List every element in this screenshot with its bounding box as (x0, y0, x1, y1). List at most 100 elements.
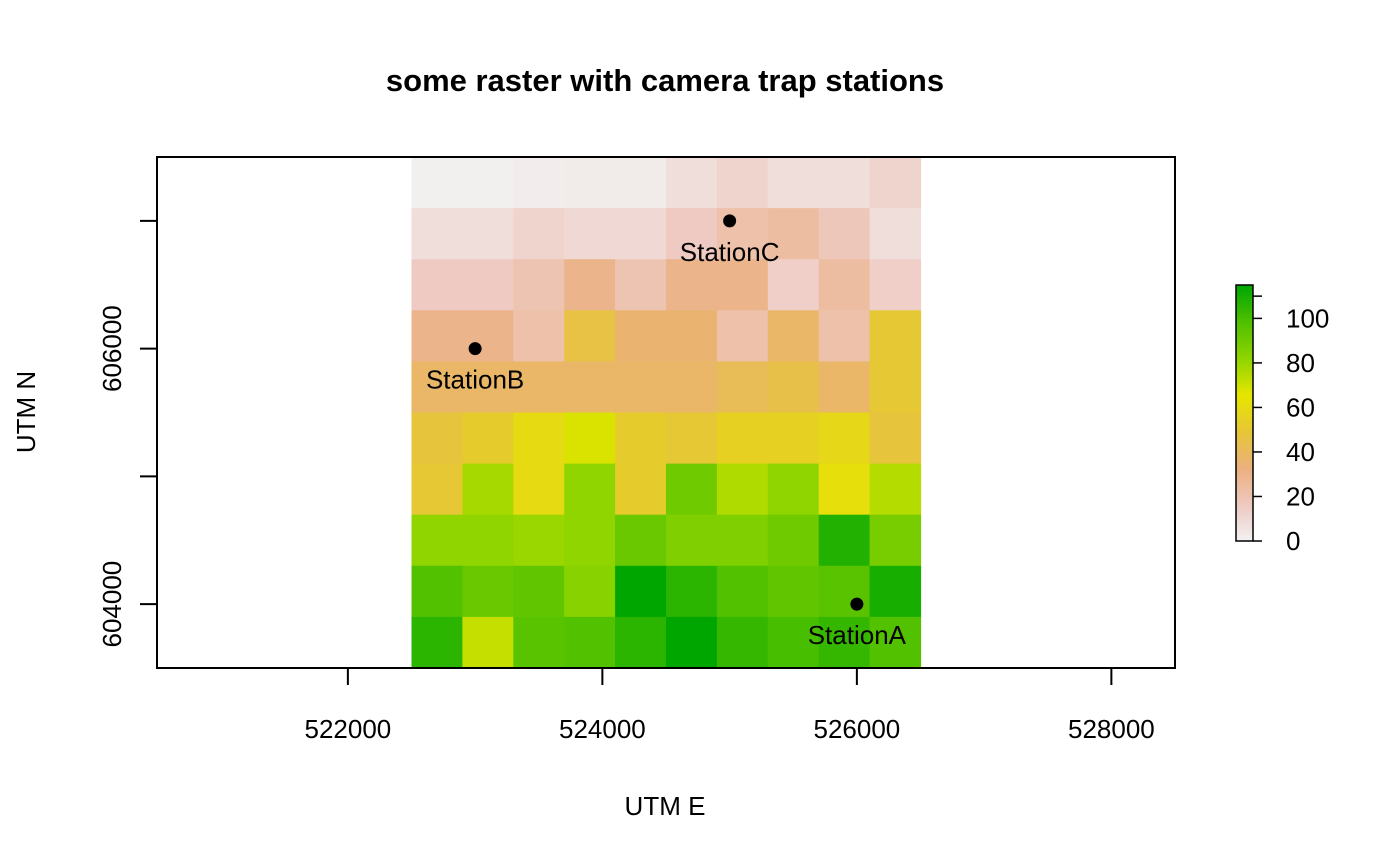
raster-cell (716, 259, 769, 311)
raster-cell (411, 208, 463, 260)
legend-swatch (1236, 387, 1253, 391)
raster-cell (564, 616, 616, 669)
legend-swatch (1236, 492, 1253, 496)
legend-swatch (1236, 441, 1253, 445)
raster-cell (869, 412, 922, 465)
legend-swatch (1236, 315, 1253, 319)
raster-cell (615, 259, 667, 311)
raster-cell (462, 463, 514, 516)
raster-cell (767, 616, 820, 669)
legend-swatch (1236, 287, 1253, 291)
legend-swatch (1236, 308, 1253, 312)
raster-cell (818, 616, 871, 669)
stations-layer: StationA StationB StationC (426, 214, 907, 650)
raster-cell (411, 310, 463, 362)
raster-cell (411, 514, 463, 567)
legend-swatch (1236, 374, 1253, 378)
station-point (468, 342, 482, 356)
legend-swatch (1236, 525, 1253, 529)
raster-cell (716, 157, 769, 209)
raster-cell (564, 310, 616, 362)
legend-swatch (1236, 494, 1253, 499)
raster-cell (564, 259, 616, 311)
raster-cell (513, 463, 565, 516)
legend-swatch (1236, 397, 1253, 401)
legend-swatch (1236, 325, 1253, 330)
legend-swatch (1236, 466, 1253, 470)
legend-tick-label: 60 (1286, 392, 1315, 422)
legend-swatch (1236, 295, 1253, 299)
raster-cell (818, 361, 871, 414)
legend-swatch (1236, 461, 1253, 465)
legend-swatch (1236, 354, 1253, 358)
color-legend: 0 20 40 60 80 100 (1235, 284, 1329, 556)
legend-swatch (1236, 443, 1253, 447)
station-label: StationC (680, 237, 780, 267)
legend-swatch (1236, 533, 1253, 537)
raster-cell (869, 310, 922, 362)
raster-cell (767, 463, 820, 516)
legend-swatch (1236, 530, 1253, 534)
raster-cell (818, 310, 871, 362)
legend-swatch (1236, 361, 1253, 365)
legend-swatch (1236, 343, 1253, 348)
raster-cell (615, 616, 667, 669)
legend-swatch (1236, 338, 1253, 342)
legend-swatch (1236, 349, 1253, 353)
legend-swatch (1236, 392, 1253, 396)
legend-swatch (1236, 382, 1253, 386)
raster-cell (818, 565, 871, 618)
raster-cell (869, 463, 922, 516)
raster-cell (564, 208, 616, 260)
raster-cell (513, 514, 565, 567)
legend-swatch (1236, 372, 1253, 376)
legend-swatch (1236, 320, 1253, 324)
raster-cell (666, 361, 718, 414)
legend-swatch (1236, 313, 1253, 317)
legend-swatch (1236, 359, 1253, 363)
legend-swatch (1236, 410, 1253, 414)
legend-swatch (1236, 400, 1253, 404)
raster-cell (666, 463, 718, 516)
legend-swatch (1236, 500, 1253, 504)
station-label: StationA (808, 620, 907, 650)
legend-swatch (1236, 502, 1253, 506)
raster-cell (462, 412, 514, 465)
legend-swatch (1236, 456, 1253, 460)
station-point (723, 214, 737, 228)
legend-swatch (1236, 346, 1253, 350)
raster-cell (513, 259, 565, 311)
raster-cell (462, 514, 514, 567)
station-point (850, 597, 864, 611)
legend-swatch (1236, 285, 1253, 289)
raster-cell (767, 259, 820, 311)
y-tick-label: 604000 (97, 561, 127, 648)
legend-swatch (1236, 512, 1253, 516)
raster-cell (716, 565, 769, 618)
raster-cell (462, 208, 514, 260)
raster-cell (666, 565, 718, 618)
legend-swatch (1236, 510, 1253, 514)
raster-cell (666, 157, 718, 209)
raster-cell (462, 565, 514, 618)
raster-cell (411, 412, 463, 465)
legend-swatch (1236, 423, 1253, 427)
raster-cell (666, 208, 718, 260)
chart-title: some raster with camera trap stations (386, 63, 944, 98)
legend-swatch (1236, 487, 1253, 491)
raster-cell (411, 361, 463, 414)
legend-swatch (1236, 297, 1253, 301)
raster-cell (411, 463, 463, 516)
raster-cell (818, 157, 871, 209)
raster-cell (818, 412, 871, 465)
legend-swatch (1236, 464, 1253, 468)
raster-cell (869, 514, 922, 567)
raster-cell (666, 310, 718, 362)
raster-cell (513, 361, 565, 414)
legend-swatch (1236, 341, 1253, 345)
raster-cell (869, 208, 922, 260)
legend-swatch (1236, 438, 1253, 442)
y-axis-label: UTM N (11, 371, 41, 453)
legend-swatch (1236, 505, 1253, 509)
legend-tick-label: 0 (1286, 526, 1300, 556)
